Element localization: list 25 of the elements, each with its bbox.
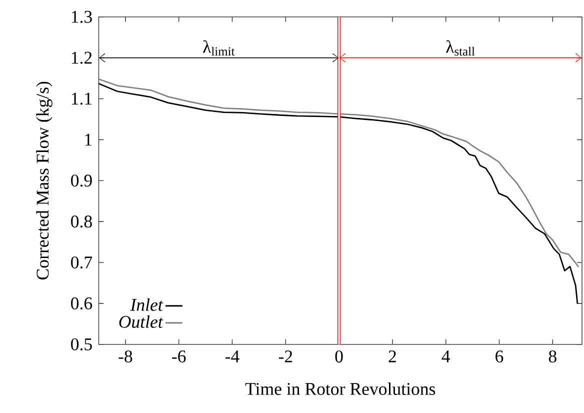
annotation: λ$_{stall}$: [446, 40, 475, 56]
y-tick-label: 0.9: [71, 174, 92, 187]
y-tick-label: 0.5: [71, 338, 92, 350]
y-tick-label: 0.7: [71, 256, 92, 269]
y-tick-label: 0.6: [71, 297, 92, 310]
y-tick-label: 1.2: [72, 52, 92, 64]
x-tick-label: -6: [172, 350, 186, 363]
y-axis-title: Corrected Mass Flow (kg/s): [36, 82, 52, 280]
x-tick-label: -4: [225, 350, 240, 362]
annotation: λ$_{limit}$: [203, 40, 235, 56]
y-tick-label: 1: [85, 134, 92, 146]
x-tick-label: 0: [335, 350, 343, 363]
x-tick-label: 2: [388, 350, 396, 362]
y-tick-label: 1.3: [72, 10, 92, 23]
legend-label: Outlet: [119, 315, 164, 328]
legend-label: Inlet: [130, 298, 164, 311]
x-tick-label: 8: [548, 350, 556, 363]
y-tick-label: 1.1: [72, 92, 92, 105]
line-series: [98, 78, 580, 268]
x-tick-label: -2: [278, 350, 292, 362]
x-axis-title: Time in Rotor Revolutions: [245, 382, 436, 396]
y-tick-label: 0.8: [71, 216, 92, 228]
x-tick-label: 6: [496, 350, 504, 363]
x-tick-label: 4: [442, 350, 450, 362]
x-tick-label: -8: [118, 350, 132, 363]
